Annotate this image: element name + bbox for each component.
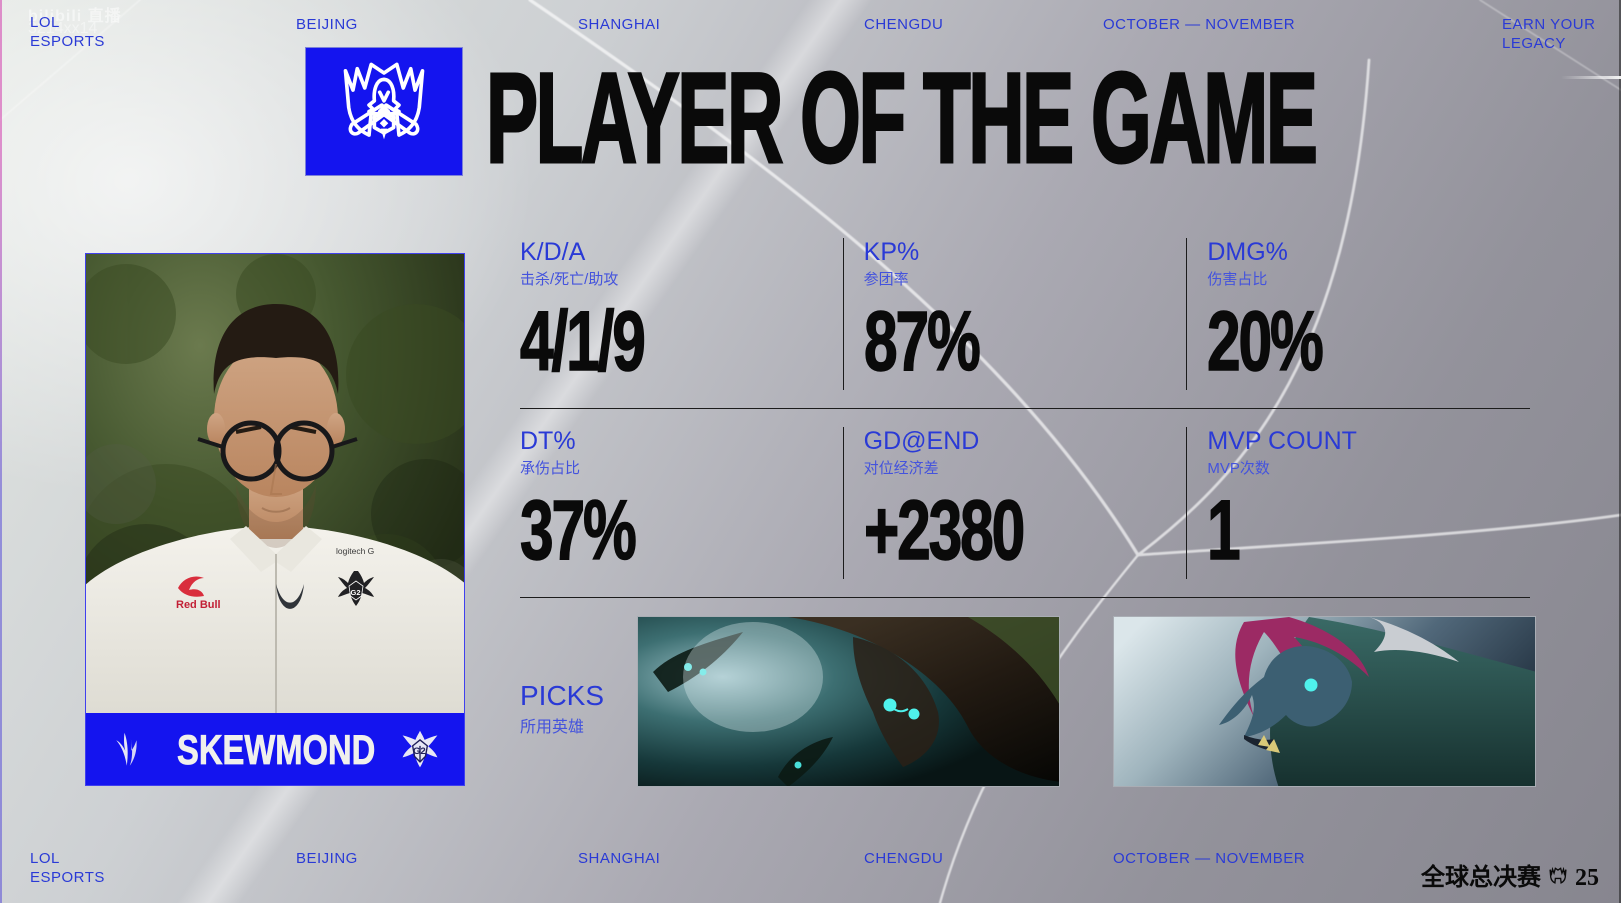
svg-text:logitech G: logitech G <box>336 546 374 556</box>
svg-text:G2: G2 <box>351 588 361 597</box>
svg-text:G2: G2 <box>413 746 426 757</box>
svg-text:Red Bull: Red Bull <box>176 599 221 611</box>
